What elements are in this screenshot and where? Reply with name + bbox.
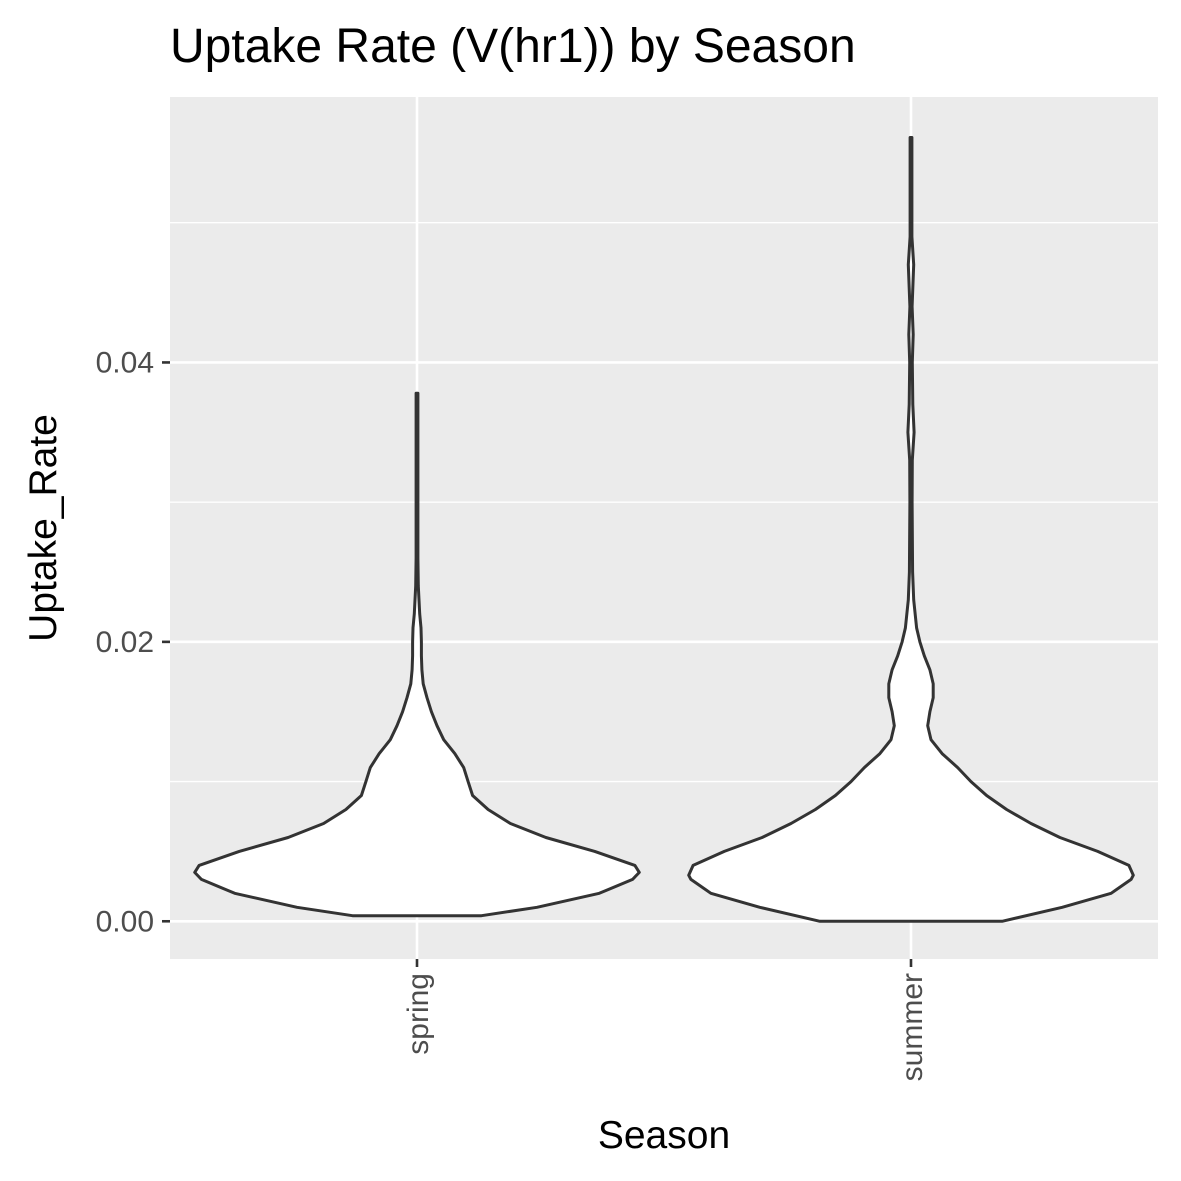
y-tick-label: 0.04 bbox=[96, 346, 154, 379]
y-axis-title: Uptake_Rate bbox=[22, 414, 65, 642]
y-tick-label: 0.00 bbox=[96, 905, 154, 938]
x-tick-label: summer bbox=[896, 973, 929, 1081]
y-tick-label: 0.02 bbox=[96, 626, 154, 659]
x-axis-title: Season bbox=[598, 1114, 730, 1157]
x-tick-label: spring bbox=[402, 973, 435, 1055]
violin-spring bbox=[193, 391, 641, 918]
axes: 0.00 0.02 0.04 spring summer bbox=[96, 346, 929, 1081]
violin-summer bbox=[687, 136, 1135, 923]
chart-title: Uptake Rate (V(hr1)) by Season bbox=[170, 20, 856, 73]
violins bbox=[193, 136, 1135, 923]
